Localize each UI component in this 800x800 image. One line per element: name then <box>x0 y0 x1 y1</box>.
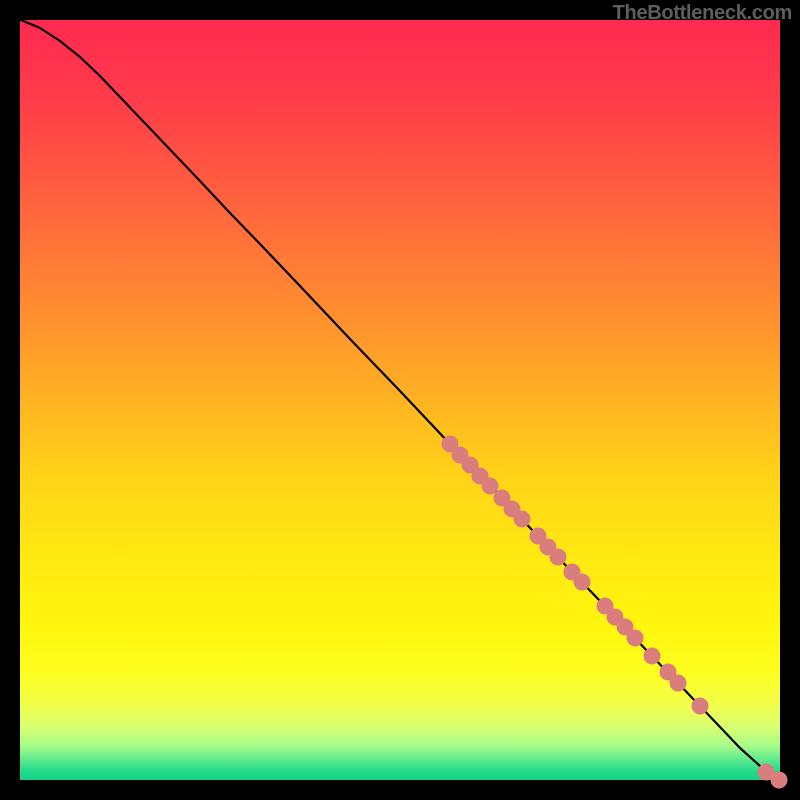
attribution-label: TheBottleneck.com <box>613 2 792 25</box>
data-marker <box>550 549 567 566</box>
data-marker <box>627 630 644 647</box>
data-marker <box>482 478 499 495</box>
data-marker <box>771 772 788 789</box>
data-markers <box>442 436 788 789</box>
data-marker <box>574 574 591 591</box>
data-marker <box>670 675 687 692</box>
chart-container: TheBottleneck.com <box>0 0 800 800</box>
data-marker <box>692 698 709 715</box>
chart-overlay <box>0 0 800 800</box>
data-marker <box>514 511 531 528</box>
data-marker <box>644 648 661 665</box>
